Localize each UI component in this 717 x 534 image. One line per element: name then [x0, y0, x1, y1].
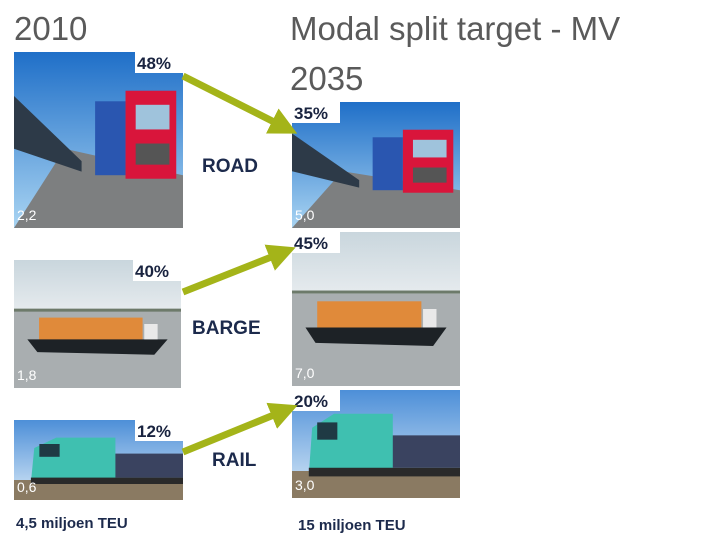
- year-to: 2035: [290, 60, 363, 97]
- share-2010: 40%: [135, 262, 169, 281]
- cab-window: [317, 422, 337, 439]
- wheelhouse: [144, 324, 157, 339]
- windshield: [136, 105, 170, 130]
- containers: [317, 301, 421, 329]
- cab: [126, 91, 177, 179]
- trailer: [373, 137, 403, 190]
- share-2010: 48%: [137, 54, 171, 73]
- wagons: [384, 435, 460, 467]
- photo-barge: [292, 232, 460, 386]
- slide: 2010 Modal split target - MV 2035 48% 2,2…: [0, 0, 717, 534]
- underframe: [31, 478, 183, 484]
- grille: [136, 144, 170, 165]
- arrow: [183, 76, 286, 128]
- share-2035: 45%: [294, 234, 328, 253]
- volume-2010: 0,6: [17, 479, 37, 495]
- volume-2010: 2,2: [17, 207, 37, 223]
- shore: [14, 309, 181, 312]
- mode-row: 12% 0,6 20% 3,0 RAIL: [14, 390, 460, 500]
- year-from: 2010: [14, 10, 87, 47]
- volume-2035: 3,0: [295, 477, 315, 493]
- containers: [39, 318, 143, 341]
- mode-label: BARGE: [192, 318, 261, 339]
- photo-road: [14, 52, 183, 228]
- share-2035: 35%: [294, 104, 328, 123]
- volume-2035: 7,0: [295, 365, 315, 381]
- total-to: 15 miljoen TEU: [298, 517, 406, 534]
- wagons: [107, 454, 183, 478]
- shore: [292, 291, 460, 294]
- trailer: [95, 101, 125, 175]
- mode-label: ROAD: [202, 156, 258, 177]
- mode-row: 48% 2,2 35% 5,0 ROAD: [14, 52, 460, 228]
- volume-2035: 5,0: [295, 207, 315, 223]
- volume-2010: 1,8: [17, 367, 37, 383]
- windshield: [413, 140, 447, 158]
- grille: [413, 168, 447, 183]
- wheelhouse: [423, 309, 436, 327]
- title: Modal split target - MV: [290, 10, 620, 47]
- mode-row: 40% 1,8 45% 7,0 BARGE: [14, 232, 460, 388]
- arrow: [183, 410, 286, 452]
- cab-window: [39, 444, 59, 457]
- share-2010: 12%: [137, 422, 171, 441]
- share-2035: 20%: [294, 392, 328, 411]
- arrow: [183, 252, 284, 292]
- total-from: 4,5 miljoen TEU: [16, 515, 128, 532]
- cab: [403, 130, 453, 193]
- underframe: [309, 468, 460, 477]
- mode-label: RAIL: [212, 450, 257, 471]
